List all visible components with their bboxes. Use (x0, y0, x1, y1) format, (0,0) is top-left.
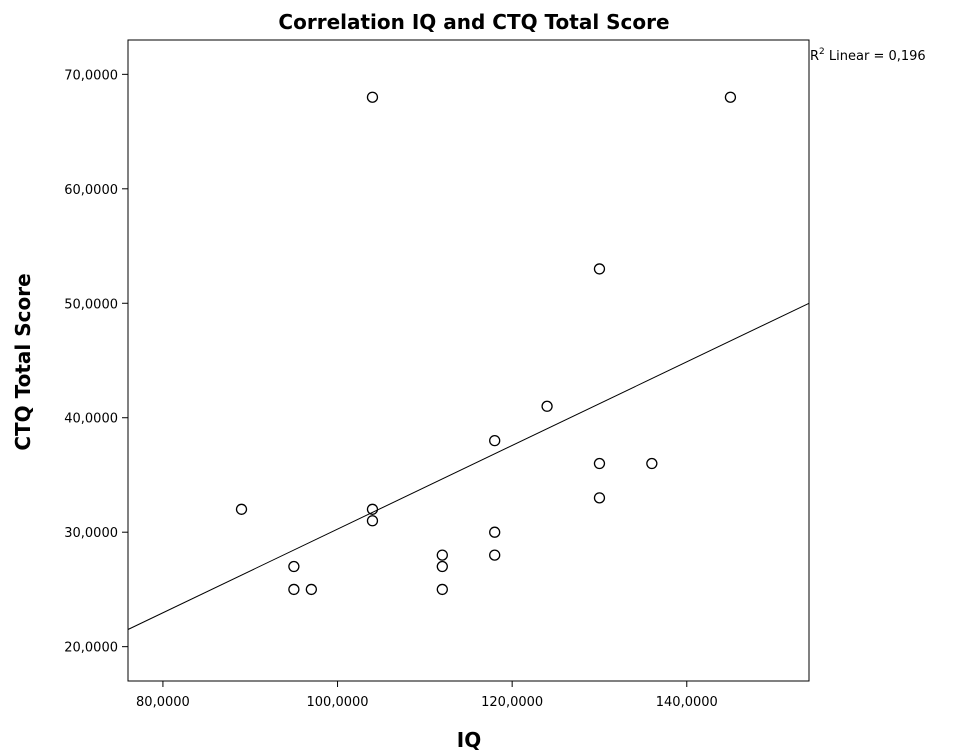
y-axis: 20,0000 30,0000 40,0000 50,0000 60,0000 70,00… (64, 68, 128, 656)
x-tick-label: 100,0000 (307, 695, 369, 710)
data-point (724, 91, 737, 103)
data-point (436, 560, 448, 573)
r2-prefix: R (810, 49, 819, 64)
y-tick-label: 40,0000 (64, 412, 118, 427)
data-point (436, 583, 448, 596)
y-tick-label: 60,0000 (64, 183, 118, 198)
r2-superscript: 2 (819, 47, 825, 57)
data-point (366, 503, 379, 515)
data-points (235, 91, 737, 596)
data-point (305, 583, 317, 596)
y-tick-label: 50,0000 (64, 297, 118, 312)
data-point (593, 492, 606, 504)
fit-line-layer (127, 302, 810, 630)
data-point (541, 400, 553, 412)
data-point (489, 549, 501, 561)
chart-title: Correlation IQ and CTQ Total Score (278, 10, 669, 34)
x-tick-label: 140,0000 (656, 695, 718, 710)
data-point (235, 503, 248, 515)
fit-line (127, 302, 810, 630)
plot-frame (127, 39, 810, 682)
data-point (288, 583, 300, 596)
data-point (366, 91, 379, 103)
data-point (366, 515, 379, 527)
data-point (489, 526, 501, 538)
r2-annotation: R2 Linear = 0,196 (810, 47, 926, 64)
x-axis-title: IQ (457, 728, 481, 752)
y-axis-title: CTQ Total Score (11, 273, 35, 450)
y-tick-label: 30,0000 (64, 526, 118, 541)
data-point (646, 457, 658, 470)
data-point (593, 263, 606, 275)
data-point (489, 434, 501, 447)
y-tick-label: 70,0000 (64, 68, 118, 83)
data-point (593, 457, 606, 470)
x-tick-label: 120,0000 (481, 695, 543, 710)
data-point (436, 549, 448, 561)
x-axis: 80,0000 100,0000 120,0000 140,0000 (136, 681, 718, 710)
r2-suffix: Linear = 0,196 (825, 49, 926, 64)
x-tick-label: 80,0000 (136, 695, 190, 710)
data-point (288, 560, 300, 573)
y-tick-label: 20,0000 (64, 641, 118, 656)
